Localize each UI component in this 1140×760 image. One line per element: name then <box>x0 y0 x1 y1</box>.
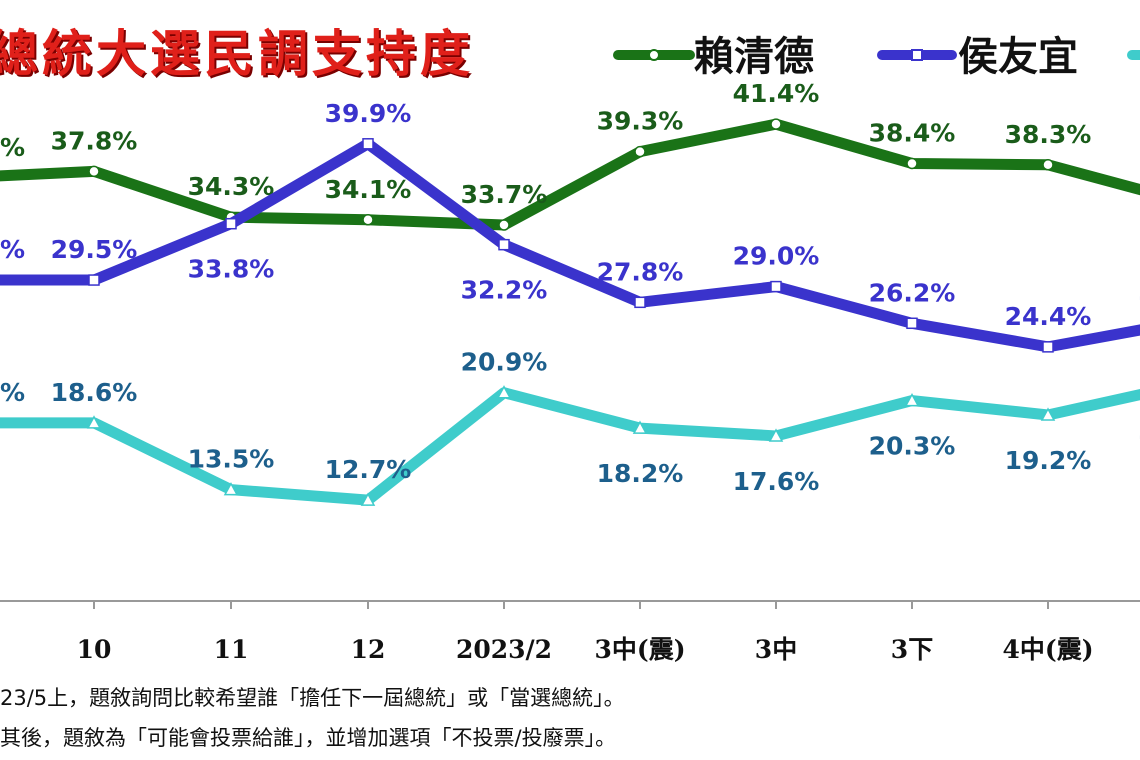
x-tick-label: 3中 <box>755 635 797 664</box>
data-point <box>362 214 374 226</box>
data-label: 2 <box>1138 277 1140 306</box>
data-label: 34.3% <box>188 172 275 201</box>
series-1: % 29.5% 33.8% 39.9% 32.2% 27.8% 29.0% 26.2% 24.4… <box>0 99 1140 353</box>
data-label: 13.5% <box>188 445 275 474</box>
data-point <box>770 118 782 130</box>
data-point <box>360 492 376 506</box>
data-label: 34.1% <box>325 175 412 204</box>
x-axis: 10 11 12 2023/2 3中(震) 3中 3下 4中(震) <box>0 600 1140 664</box>
data-label: 29.0% <box>733 242 820 271</box>
data-label: 39.3% <box>597 107 684 136</box>
data-label: % <box>0 133 25 162</box>
x-tick-label: 2023/2 <box>456 635 552 664</box>
data-point <box>498 219 510 231</box>
data-point <box>1042 341 1054 353</box>
data-point <box>770 280 782 293</box>
data-label: 12.7% <box>325 455 412 484</box>
data-label: 39.9% <box>325 99 412 128</box>
series-2: % 18.6% 13.5% 12.7% 20.9% 18.2% 17.6% 20.3% 19.2… <box>0 348 1140 506</box>
data-label: 29.5% <box>51 235 138 264</box>
data-point <box>906 157 918 170</box>
data-point <box>86 415 102 429</box>
data-point <box>906 317 918 330</box>
data-point <box>1042 159 1054 171</box>
data-label: 27.8% <box>597 257 684 286</box>
data-point <box>904 393 920 407</box>
legend-item: 賴清德 <box>613 33 814 80</box>
x-tick-label: 4中(震) <box>1002 635 1093 664</box>
legend-marker-square <box>911 49 923 61</box>
data-point <box>225 217 237 230</box>
data-point <box>88 274 100 286</box>
data-label: 19.2% <box>1005 446 1092 475</box>
data-label: 18.2% <box>597 459 684 488</box>
series-0: % 37.8% 34.3% 34.1% 33.7% 39.3% 41.4% 38.4% 38.3… <box>0 79 1140 231</box>
data-point <box>634 296 646 309</box>
data-label: 38.4% <box>869 118 956 147</box>
data-label: 32.2% <box>461 276 548 305</box>
legend: 賴清德 侯友宜 <box>613 33 1140 80</box>
data-point <box>498 238 510 251</box>
data-label: 2 <box>1138 416 1140 445</box>
x-tick-label: 11 <box>214 635 249 664</box>
series-line <box>0 387 1140 506</box>
data-label: 20.3% <box>869 432 956 461</box>
data-label: % <box>0 378 25 407</box>
data-point <box>496 385 512 399</box>
data-point <box>88 165 100 178</box>
footnote-2: 其後，題敘為「可能會投票給誰」，並增加選項「不投票/投廢票」。 <box>0 726 617 750</box>
data-point <box>768 428 784 442</box>
series-line <box>0 138 1140 353</box>
legend-item: 侯友宜 <box>877 33 1078 80</box>
x-tick-label: 3下 <box>891 635 933 664</box>
x-tick-label: 10 <box>77 635 112 664</box>
legend-marker-circle <box>648 49 660 61</box>
x-tick-label: 3中(震) <box>594 635 685 664</box>
data-label: 26.2% <box>869 278 956 307</box>
data-label: 20.9% <box>461 348 548 377</box>
data-label: % <box>0 235 25 264</box>
data-point <box>1040 407 1056 421</box>
data-point <box>632 420 648 434</box>
chart-title: 總統大選民調支持度 <box>0 24 474 83</box>
data-point <box>634 145 646 158</box>
data-label: 33.8% <box>188 255 275 284</box>
plot-area: % 37.8% 34.3% 34.1% 33.7% 39.3% 41.4% 38.4% 38.3… <box>0 79 1140 506</box>
data-label: 37.8% <box>51 126 138 155</box>
data-label: 33.7% <box>461 180 548 209</box>
data-label: 18.6% <box>51 378 138 407</box>
data-point <box>362 138 374 150</box>
data-label: 41.4% <box>733 79 820 108</box>
data-label: 24.4% <box>1005 302 1092 331</box>
series-line <box>0 118 1140 231</box>
data-label: 38.3% <box>1005 120 1092 149</box>
legend-label-hou: 侯友宜 <box>958 33 1078 80</box>
data-label: 17.6% <box>733 467 820 496</box>
footnote-1: 23/5上，題敘詢問比較希望誰「擔任下一屆總統」或「當選總統」。 <box>0 686 625 710</box>
x-tick-label: 12 <box>351 635 386 664</box>
data-point <box>223 482 239 496</box>
legend-label-lai: 賴清德 <box>694 33 814 80</box>
